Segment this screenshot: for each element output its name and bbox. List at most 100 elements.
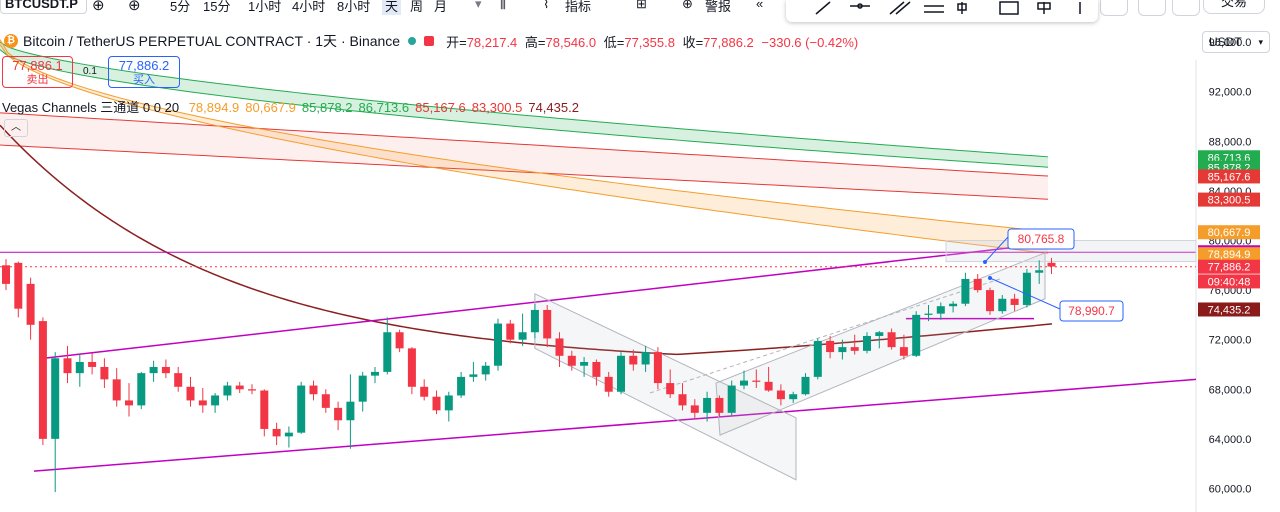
candle-body xyxy=(211,395,220,406)
candle-body xyxy=(949,303,958,307)
interval-1mo[interactable]: 月 xyxy=(434,0,448,14)
candle-body xyxy=(371,371,379,376)
price-axis-label: 09:40:48 xyxy=(1208,276,1251,288)
interval-4h[interactable]: 4小时 xyxy=(292,0,326,14)
price-axis-label: 85,167.6 xyxy=(1208,171,1251,183)
candle-body xyxy=(530,309,539,333)
candle-body xyxy=(235,385,244,390)
callout-low-text: 78,990.7 xyxy=(1068,304,1115,318)
interval-1d[interactable]: 天 xyxy=(382,0,402,15)
candle-body xyxy=(2,265,10,284)
candle-body xyxy=(358,375,367,402)
red-channel-fill xyxy=(0,112,1048,200)
candle-body xyxy=(14,262,23,309)
candle-body xyxy=(334,407,343,421)
moving-average-line xyxy=(0,124,1053,356)
candle-body xyxy=(1035,270,1044,273)
currency-select[interactable]: USDT ▾ xyxy=(1202,31,1270,53)
candle-body xyxy=(297,385,306,433)
price-axis-label-bg xyxy=(1198,192,1260,207)
chart-type-icon[interactable]: ⫼ xyxy=(500,0,506,11)
candle-body xyxy=(666,383,675,395)
interval-dropdown-icon[interactable]: ▾ xyxy=(475,0,482,11)
y-tick-label: 72,000.0 xyxy=(1209,335,1252,347)
camera-icon[interactable] xyxy=(1172,0,1200,16)
drawing-tools-icons[interactable] xyxy=(786,0,1098,22)
flag-icon[interactable] xyxy=(424,36,435,46)
chevron-down-icon: ▾ xyxy=(1258,37,1263,47)
symbol-search-button[interactable]: BTCUSDT.P xyxy=(0,0,87,14)
candle-body xyxy=(100,366,109,380)
compare-icon[interactable]: ⊕ xyxy=(128,0,141,14)
indicators-button[interactable]: 指标 xyxy=(565,0,592,14)
high-value: 78,546.0 xyxy=(545,34,597,50)
spread-value: 0.1 xyxy=(83,66,97,77)
candle-body xyxy=(813,340,822,377)
buy-button[interactable]: 77,886.2 买入 xyxy=(108,56,180,88)
drawing-toolbar xyxy=(786,0,1098,22)
green-channel-lower xyxy=(0,49,1049,168)
interval-8h[interactable]: 8小时 xyxy=(337,0,371,14)
candle-body xyxy=(186,386,195,401)
callout-high-box xyxy=(1007,228,1075,250)
collapse-legend-icon[interactable]: ︿ xyxy=(4,119,28,137)
price-axis-label: 74,435.2 xyxy=(1208,304,1251,316)
y-tick-label: 88,000.0 xyxy=(1209,136,1252,148)
candle-body xyxy=(887,332,896,348)
candle-body xyxy=(1010,298,1019,305)
candle-body xyxy=(653,352,662,384)
candle-body xyxy=(346,401,355,421)
settings-icon[interactable] xyxy=(1100,0,1128,16)
y-tick-label: 92,000.0 xyxy=(1209,87,1252,99)
interval-1h[interactable]: 1小时 xyxy=(248,0,282,14)
candle-body xyxy=(690,405,699,413)
alert-button[interactable]: 警报 xyxy=(705,0,732,14)
sell-label: 卖出 xyxy=(26,74,49,86)
price-axis-label-bg xyxy=(1198,274,1260,289)
candle-body xyxy=(1022,272,1031,305)
indicators-icon[interactable]: ⌇ xyxy=(543,0,550,11)
red-channel-upper xyxy=(0,112,1049,177)
replay-icon[interactable]: « xyxy=(756,0,764,11)
interval-5m[interactable]: 5分 xyxy=(170,0,191,14)
candle-body xyxy=(912,314,921,356)
candle-body xyxy=(555,338,564,356)
red-channel-lower xyxy=(0,144,1049,200)
indicator-value: 80,667.9 xyxy=(245,100,296,115)
add-symbol-icon[interactable]: ⊕ xyxy=(92,0,105,14)
symbol-label: BTCUSDT.P xyxy=(5,0,78,11)
candle-body xyxy=(38,321,47,439)
fullscreen-icon[interactable] xyxy=(1138,0,1166,16)
candle-body xyxy=(703,397,712,413)
candle-body xyxy=(284,432,293,437)
candle-body xyxy=(321,394,330,408)
indicator-legend[interactable]: Vegas Channels 三通道 0 0 20 78,894.9 80,667… xyxy=(2,97,585,116)
candle-body xyxy=(629,355,638,365)
interval-1w[interactable]: 周 xyxy=(410,0,424,14)
candle-body xyxy=(580,361,589,366)
candle-body xyxy=(444,395,453,411)
orange-channel-lower xyxy=(0,44,1049,254)
candle-body xyxy=(826,340,835,353)
candle-body xyxy=(26,283,35,325)
price-axis-label-bg xyxy=(1198,225,1260,240)
candle-body xyxy=(567,355,576,366)
indicator-value: 86,713.6 xyxy=(358,100,410,115)
candle-body xyxy=(457,376,466,396)
orange-channel-upper xyxy=(0,39,1049,233)
candle-body xyxy=(63,358,72,374)
sell-button[interactable]: 77,886.1 卖出 xyxy=(2,56,73,88)
interval-15m[interactable]: 15分 xyxy=(203,0,231,14)
alert-icon[interactable]: ⊕ xyxy=(682,0,693,11)
layout-icon[interactable]: ⊞ xyxy=(636,0,647,11)
candle-body xyxy=(641,352,650,365)
green-channel-fill xyxy=(0,42,1048,168)
candle-body xyxy=(223,385,232,396)
callout-high-dot xyxy=(983,260,987,264)
trade-button[interactable]: 交易 xyxy=(1203,0,1265,14)
candle-body xyxy=(899,347,908,356)
orange-channel-fill xyxy=(0,39,1048,254)
candle-body xyxy=(936,306,945,314)
sell-price: 77,886.1 xyxy=(12,58,63,73)
